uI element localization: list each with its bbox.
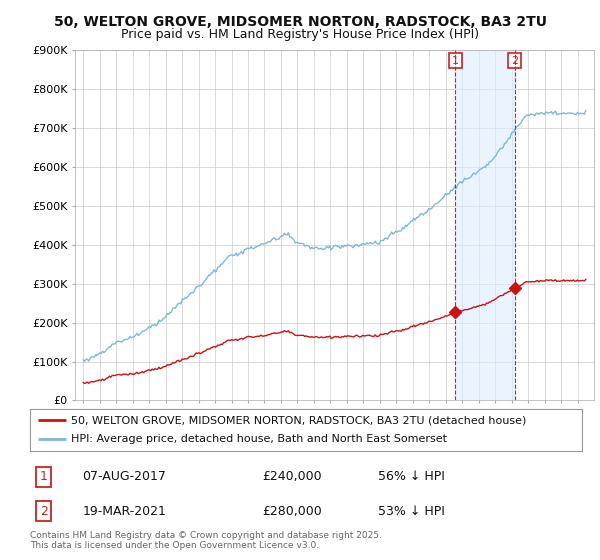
Text: 1: 1	[452, 55, 459, 66]
Bar	[455, 50, 515, 400]
Text: 2: 2	[511, 55, 518, 66]
Text: 2: 2	[40, 505, 48, 518]
Text: £280,000: £280,000	[262, 505, 322, 518]
Text: £240,000: £240,000	[262, 470, 322, 483]
Text: 50, WELTON GROVE, MIDSOMER NORTON, RADSTOCK, BA3 2TU: 50, WELTON GROVE, MIDSOMER NORTON, RADST…	[53, 15, 547, 29]
Text: 56% ↓ HPI: 56% ↓ HPI	[378, 470, 445, 483]
Text: 19-MAR-2021: 19-MAR-2021	[82, 505, 166, 518]
Text: Contains HM Land Registry data © Crown copyright and database right 2025.
This d: Contains HM Land Registry data © Crown c…	[30, 531, 382, 550]
Text: 50, WELTON GROVE, MIDSOMER NORTON, RADSTOCK, BA3 2TU (detached house): 50, WELTON GROVE, MIDSOMER NORTON, RADST…	[71, 415, 527, 425]
Text: HPI: Average price, detached house, Bath and North East Somerset: HPI: Average price, detached house, Bath…	[71, 435, 448, 445]
Text: 53% ↓ HPI: 53% ↓ HPI	[378, 505, 445, 518]
Text: 07-AUG-2017: 07-AUG-2017	[82, 470, 166, 483]
Text: 1: 1	[40, 470, 48, 483]
Text: Price paid vs. HM Land Registry's House Price Index (HPI): Price paid vs. HM Land Registry's House …	[121, 28, 479, 41]
